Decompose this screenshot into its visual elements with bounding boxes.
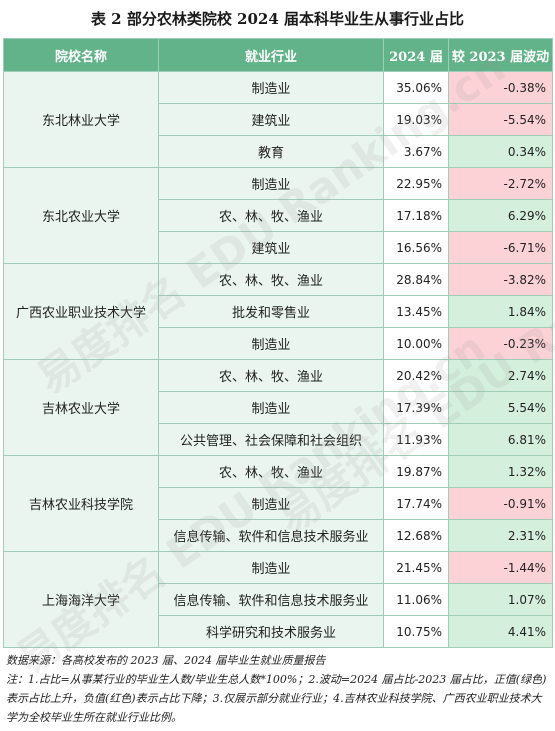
col-header-industry: 就业行业 <box>158 38 384 72</box>
change-positive-cell: 4.41% <box>448 615 553 648</box>
industry-cell: 农、林、牧、渔业 <box>158 455 384 488</box>
industry-cell: 信息传输、软件和信息技术服务业 <box>158 519 384 552</box>
change-positive-cell: 1.07% <box>448 583 553 616</box>
table-row: 上海海洋大学 制造业 21.45% -1.44% <box>3 551 553 648</box>
change-negative-cell: -2.72% <box>448 167 553 200</box>
table-row: 建筑业 19.03% -5.54% <box>4 103 553 136</box>
change-positive-cell: 1.84% <box>448 295 553 328</box>
share-2024-cell: 22.95% <box>383 167 449 200</box>
change-negative-cell: -1.44% <box>448 551 553 584</box>
school-name-cell: 上海海洋大学 <box>3 551 159 648</box>
industry-cell: 制造业 <box>158 487 384 520</box>
share-2024-cell: 10.75% <box>383 615 449 648</box>
table-body: 东北林业大学 制造业 35.06% -0.38% 建筑业 19.03% -5.54% 教育 3.… <box>3 71 553 648</box>
industry-cell: 建筑业 <box>158 231 384 264</box>
table-row: 批发和零售业 13.45% 1.84% <box>4 295 553 328</box>
table-row: 农、林、牧、渔业 17.18% 6.29% <box>4 199 553 232</box>
change-negative-cell: -5.54% <box>448 103 553 136</box>
change-positive-cell: 2.74% <box>448 359 553 392</box>
table-row: 教育 3.67% 0.34% <box>4 135 553 168</box>
share-2024-cell: 21.45% <box>383 551 449 584</box>
industry-cell: 建筑业 <box>158 103 384 136</box>
share-2024-cell: 11.93% <box>383 423 449 456</box>
table-title: 表 2 部分农林类院校 2024 届本科毕业生从事行业占比 <box>90 10 465 28</box>
change-positive-cell: 6.81% <box>448 423 553 456</box>
table-header-row: 院校名称 就业行业 2024 届 较 2023 届波动 <box>3 38 553 72</box>
explanatory-note: 注：1.占比=从事某行业的毕业生人数/毕业生总人数*100%；2.波动=2024… <box>6 673 547 724</box>
table-row: 信息传输、软件和信息技术服务业 11.06% 1.07% <box>4 583 553 616</box>
change-negative-cell: -3.82% <box>448 263 553 296</box>
col-header-school: 院校名称 <box>3 38 159 72</box>
industry-cell: 制造业 <box>158 391 384 424</box>
change-positive-cell: 5.54% <box>448 391 553 424</box>
share-2024-cell: 13.45% <box>383 295 449 328</box>
col-header-2024-share: 2024 届 <box>383 38 449 72</box>
share-2024-cell: 16.56% <box>383 231 449 264</box>
share-2024-cell: 11.06% <box>383 583 449 616</box>
table-row: 信息传输、软件和信息技术服务业 12.68% 2.31% <box>4 519 553 552</box>
change-negative-cell: -0.23% <box>448 327 553 360</box>
data-source-note: 数据来源：各高校发布的 2023 届、2024 届毕业生就业质量报告 <box>6 654 326 667</box>
table-row: 吉林农业科技学院 农、林、牧、渔业 19.87% 1.32% <box>3 455 553 552</box>
share-2024-cell: 17.74% <box>383 487 449 520</box>
share-2024-cell: 12.68% <box>383 519 449 552</box>
industry-cell: 公共管理、社会保障和社会组织 <box>158 423 384 456</box>
table-row: 广西农业职业技术大学 农、林、牧、渔业 28.84% -3.82% <box>3 263 553 360</box>
table-row: 东北农业大学 制造业 22.95% -2.72% <box>3 167 553 264</box>
share-2024-cell: 17.39% <box>383 391 449 424</box>
school-name-cell: 吉林农业科技学院 <box>3 455 159 552</box>
industry-cell: 科学研究和技术服务业 <box>158 615 384 648</box>
table-row: 制造业 10.00% -0.23% <box>4 327 553 360</box>
share-2024-cell: 19.87% <box>383 455 449 488</box>
industry-share-table: 院校名称 就业行业 2024 届 较 2023 届波动 东北林业大学 制造业 35.… <box>3 38 553 648</box>
share-2024-cell: 20.42% <box>383 359 449 392</box>
table-row: 科学研究和技术服务业 10.75% 4.41% <box>4 615 553 648</box>
industry-cell: 农、林、牧、渔业 <box>158 359 384 392</box>
change-negative-cell: -0.38% <box>448 71 553 104</box>
table-row: 东北林业大学 制造业 35.06% -0.38% <box>3 71 553 168</box>
change-positive-cell: 1.32% <box>448 455 553 488</box>
industry-cell: 批发和零售业 <box>158 295 384 328</box>
change-positive-cell: 0.34% <box>448 135 553 168</box>
change-positive-cell: 6.29% <box>448 199 553 232</box>
change-negative-cell: -0.91% <box>448 487 553 520</box>
industry-cell: 制造业 <box>158 71 384 104</box>
school-name-cell: 东北林业大学 <box>3 71 159 168</box>
share-2024-cell: 28.84% <box>383 263 449 296</box>
share-2024-cell: 35.06% <box>383 71 449 104</box>
industry-cell: 制造业 <box>158 551 384 584</box>
industry-cell: 农、林、牧、渔业 <box>158 263 384 296</box>
school-name-cell: 吉林农业大学 <box>3 359 159 456</box>
industry-cell: 信息传输、软件和信息技术服务业 <box>158 583 384 616</box>
school-name-cell: 东北农业大学 <box>3 167 159 264</box>
share-2024-cell: 19.03% <box>383 103 449 136</box>
footnotes: 数据来源：各高校发布的 2023 届、2024 届毕业生就业质量报告 注：1.占… <box>6 651 549 727</box>
share-2024-cell: 10.00% <box>383 327 449 360</box>
table-row: 吉林农业大学 农、林、牧、渔业 20.42% 2.74% <box>3 359 553 456</box>
industry-cell: 农、林、牧、渔业 <box>158 199 384 232</box>
school-name-cell: 广西农业职业技术大学 <box>3 263 159 360</box>
share-2024-cell: 3.67% <box>383 135 449 168</box>
industry-cell: 制造业 <box>158 327 384 360</box>
col-header-change-vs-2023: 较 2023 届波动 <box>448 38 553 72</box>
change-positive-cell: 2.31% <box>448 519 553 552</box>
change-negative-cell: -6.71% <box>448 231 553 264</box>
share-2024-cell: 17.18% <box>383 199 449 232</box>
table-row: 建筑业 16.56% -6.71% <box>4 231 553 264</box>
industry-cell: 教育 <box>158 135 384 168</box>
industry-cell: 制造业 <box>158 167 384 200</box>
